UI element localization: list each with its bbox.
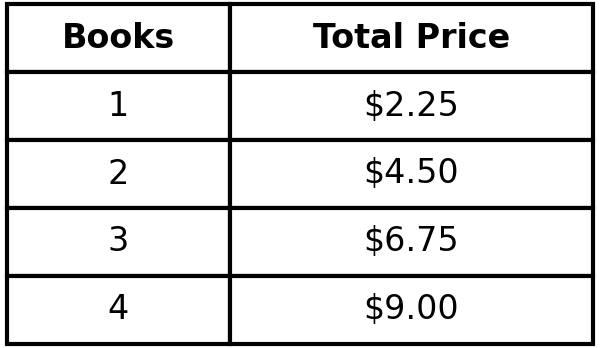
Bar — [230, 208, 593, 276]
Bar — [230, 276, 593, 344]
Text: Total Price: Total Price — [313, 22, 510, 55]
Text: 1: 1 — [108, 89, 129, 122]
Bar — [7, 208, 230, 276]
Text: Books: Books — [62, 22, 175, 55]
Text: 3: 3 — [108, 226, 129, 259]
Text: $9.00: $9.00 — [364, 293, 459, 326]
Bar — [7, 140, 230, 208]
Bar — [7, 276, 230, 344]
Text: $6.75: $6.75 — [364, 226, 459, 259]
Bar — [230, 72, 593, 140]
Text: 2: 2 — [108, 158, 129, 190]
Text: $4.50: $4.50 — [364, 158, 459, 190]
Bar — [7, 72, 230, 140]
Text: 4: 4 — [108, 293, 129, 326]
Text: $2.25: $2.25 — [364, 89, 459, 122]
Bar — [230, 140, 593, 208]
Bar — [230, 4, 593, 72]
Bar — [7, 4, 230, 72]
